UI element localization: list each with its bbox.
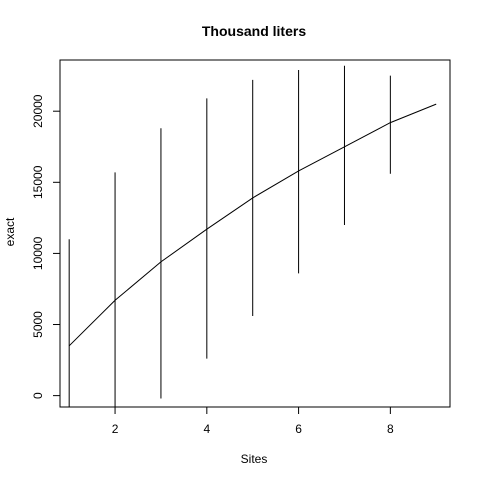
y-tick-label-0: 0 <box>31 392 45 399</box>
y-tick-label-5000: 5000 <box>31 311 45 338</box>
x-tick-label-8: 8 <box>387 422 394 436</box>
range-bars <box>68 65 391 407</box>
x-tick-label-4: 4 <box>203 422 210 436</box>
y-tick-label-15000: 15000 <box>31 165 45 199</box>
x-tick-label-2: 2 <box>112 422 119 436</box>
accumulation-curve <box>68 103 437 347</box>
y-tick-label-10000: 10000 <box>31 236 45 270</box>
x-axis-label: Sites <box>241 452 268 466</box>
plot-frame <box>59 59 451 408</box>
y-axis-label: exact <box>3 217 17 246</box>
y-tick-label-20000: 20000 <box>31 94 45 128</box>
x-axis: 2 4 6 8 <box>112 407 394 436</box>
y-axis: 0 5000 10000 15000 20000 <box>31 94 60 399</box>
chart-title: Thousand liters <box>202 23 306 39</box>
x-tick-label-6: 6 <box>295 422 302 436</box>
